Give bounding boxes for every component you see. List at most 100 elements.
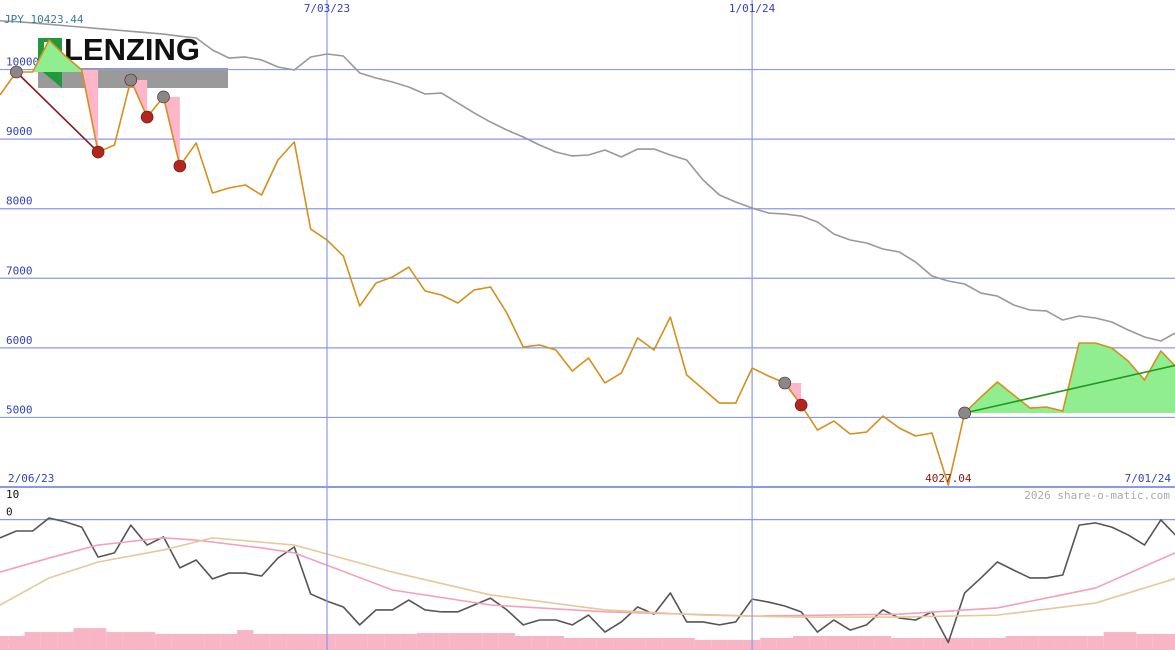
x-tick-label: 7/03/23 [304, 2, 350, 15]
volume-bar [188, 634, 205, 650]
volume-bar [956, 637, 973, 650]
volume-bar [515, 635, 532, 650]
volume-bar [776, 637, 793, 650]
volume-bar [171, 634, 189, 650]
volume-bar [155, 634, 172, 650]
volume-bar [465, 633, 483, 650]
volume-bar [367, 634, 385, 650]
volume-bar [204, 634, 221, 650]
volume-bar [907, 637, 924, 650]
volume-bar [400, 634, 417, 650]
volume-bar [564, 637, 581, 650]
y-tick-label: 5000 [6, 403, 33, 416]
volume-bar [531, 635, 548, 650]
volume-bar [335, 634, 352, 650]
volume-bar [1070, 635, 1088, 650]
volume-bar [891, 637, 908, 650]
volume-bar [580, 637, 597, 650]
volume-bar [1087, 635, 1104, 650]
signal-dot [958, 406, 971, 420]
volume-bar [1136, 634, 1153, 650]
y-tick-label: 10000 [6, 56, 39, 69]
volume-bar [237, 630, 254, 650]
volume-bar [1054, 635, 1071, 650]
volume-bar [874, 635, 892, 650]
indicator-line [0, 517, 1175, 644]
volume-bar [498, 633, 516, 650]
volume-bar [1152, 634, 1170, 650]
signal-dot [91, 145, 105, 159]
y-tick-label: 10 [6, 488, 19, 501]
y-tick-label: 6000 [6, 334, 33, 347]
volume-bar [482, 633, 499, 650]
trend-line [964, 364, 1175, 414]
volume-bar [73, 628, 90, 650]
high-label: JPY 10423.44 [4, 13, 84, 26]
volume-bar [972, 637, 990, 650]
volume-bar [989, 637, 1006, 650]
volume-bar [825, 635, 843, 650]
volume-bar [0, 635, 9, 650]
x-tick-label: 1/01/24 [729, 2, 776, 15]
logo-text: LENZING [64, 32, 200, 67]
volume-bar [24, 632, 41, 650]
volume-bar [645, 637, 663, 650]
low-label: 4027.04 [925, 472, 972, 485]
signal-dot [10, 65, 23, 79]
volume-bar [433, 633, 450, 650]
volume-bar [923, 637, 941, 650]
volume-bar [220, 634, 238, 650]
volume-bar [302, 634, 319, 650]
signal-dot [173, 159, 187, 173]
volume-bar [1021, 635, 1039, 650]
signal-dot [124, 73, 138, 87]
volume-bar [416, 633, 434, 650]
signal-dot [157, 90, 170, 104]
trend-line [15, 71, 99, 153]
volume-bar [269, 634, 287, 650]
volume-bar [1038, 635, 1055, 650]
indicator-line [0, 537, 1175, 618]
volume-bar [57, 632, 74, 650]
signal-dot [140, 110, 154, 124]
volume-bar [792, 635, 810, 650]
volume-bar [449, 633, 466, 650]
signal-fill [16, 40, 82, 73]
volume-bar [858, 635, 875, 650]
signal-fill [964, 342, 1175, 413]
x-tick-label: 7/01/24 [1125, 472, 1172, 485]
volume-bar [122, 632, 139, 650]
volume-bar [351, 634, 368, 650]
volume-bar [842, 635, 859, 650]
volume-bar [89, 628, 107, 650]
volume-bar [809, 635, 826, 650]
x-tick-label: 2/06/23 [8, 472, 54, 485]
volume-bar [253, 634, 270, 650]
volume-bar [1169, 634, 1175, 650]
volume-bar [613, 637, 630, 650]
volume-bar [384, 634, 401, 650]
volume-bar [694, 639, 712, 650]
signal-dot [794, 398, 808, 412]
volume-bar [1005, 635, 1022, 650]
volume-bar [106, 632, 123, 650]
price-line [0, 39, 1175, 486]
average-line [0, 20, 1175, 342]
volume-bar [1103, 632, 1120, 650]
volume-bar [662, 637, 679, 650]
watermark: 2026 share-o-matic.com [1024, 489, 1170, 502]
y-tick-label: 0 [6, 506, 13, 519]
volume-bar [711, 639, 728, 650]
volume-bar [138, 632, 156, 650]
volume-bar [547, 635, 565, 650]
volume-bar [8, 635, 25, 650]
signal-dot [778, 376, 792, 390]
volume-bar [629, 637, 646, 650]
indicator-line [0, 537, 1175, 617]
y-tick-label: 9000 [6, 125, 33, 138]
volume-bar [596, 637, 614, 650]
y-tick-label: 8000 [6, 195, 33, 208]
y-tick-label: 7000 [6, 264, 33, 277]
